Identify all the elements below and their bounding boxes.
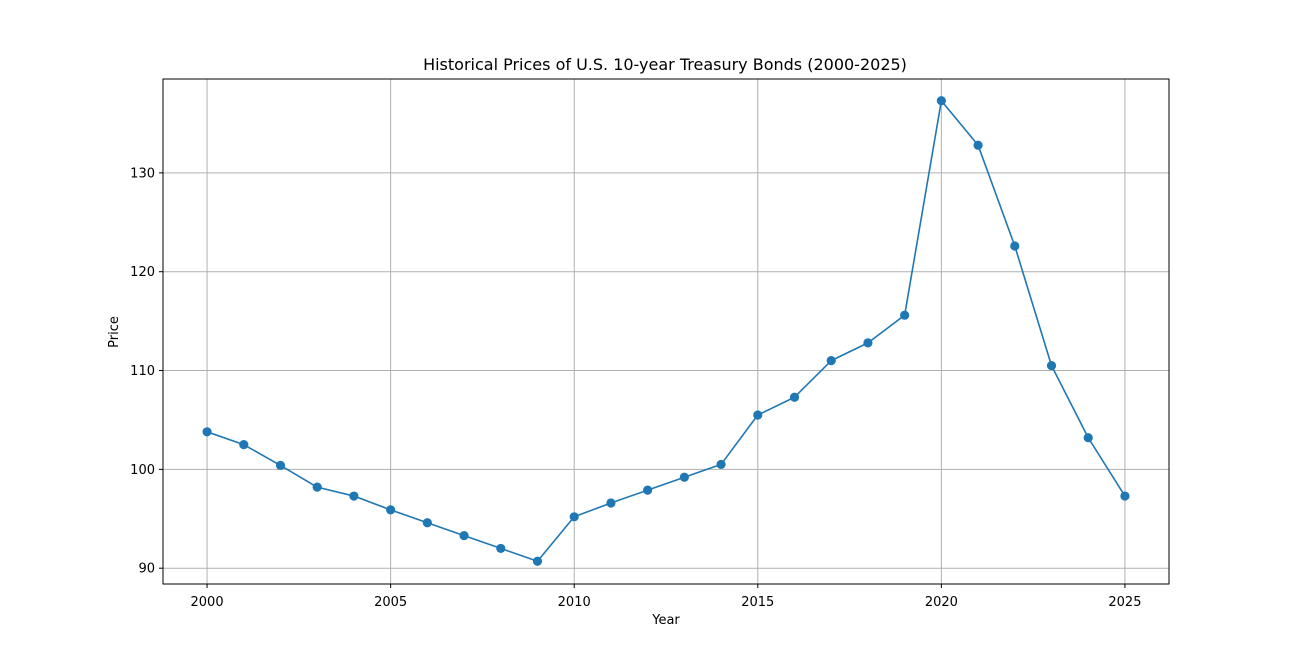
x-tick-label: 2025 bbox=[1108, 595, 1141, 610]
data-point bbox=[532, 556, 543, 566]
y-tick-label: 100 bbox=[130, 463, 155, 478]
data-point bbox=[679, 472, 689, 482]
data-point bbox=[863, 338, 873, 348]
data-point bbox=[1083, 433, 1093, 443]
chart-title: Historical Prices of U.S. 10-year Treasu… bbox=[423, 55, 907, 74]
data-point bbox=[422, 518, 432, 528]
data-point bbox=[496, 543, 506, 554]
data-point bbox=[386, 505, 396, 515]
data-point bbox=[826, 356, 836, 366]
data-point bbox=[936, 96, 946, 106]
x-tick-label: 2005 bbox=[374, 595, 407, 610]
x-tick-label: 2000 bbox=[191, 595, 224, 610]
plot-frame bbox=[162, 78, 1170, 585]
x-tick-label: 2020 bbox=[925, 595, 958, 610]
series-line-layer bbox=[206, 99, 1126, 563]
data-point bbox=[606, 498, 616, 508]
y-tick-label: 110 bbox=[130, 364, 155, 379]
data-point bbox=[1010, 241, 1020, 251]
y-tick-label: 120 bbox=[130, 265, 155, 280]
data-point bbox=[643, 485, 653, 495]
x-tick-label: 2010 bbox=[558, 595, 591, 610]
data-point bbox=[239, 440, 249, 450]
x-axis-label: Year bbox=[651, 613, 680, 628]
y-axis-label: Price bbox=[107, 316, 122, 348]
data-point bbox=[789, 392, 800, 402]
data-point bbox=[202, 427, 212, 437]
grid-lines bbox=[163, 79, 1169, 584]
y-tick-label: 130 bbox=[130, 166, 155, 181]
data-point bbox=[1046, 360, 1057, 371]
data-points bbox=[202, 96, 1130, 566]
data-point bbox=[349, 491, 359, 501]
series-line bbox=[206, 99, 1126, 563]
data-point bbox=[900, 310, 910, 320]
y-tick-label: 90 bbox=[138, 562, 155, 577]
data-point bbox=[753, 410, 763, 420]
data-point bbox=[569, 512, 579, 522]
data-point bbox=[973, 140, 983, 150]
data-point bbox=[716, 459, 726, 470]
data-point bbox=[275, 460, 286, 471]
y-axis-ticks: 90 100 110 120 130 bbox=[130, 166, 163, 577]
data-point bbox=[1120, 491, 1130, 501]
data-point bbox=[459, 530, 469, 541]
x-tick-label: 2015 bbox=[741, 595, 774, 610]
data-point bbox=[312, 482, 322, 492]
x-axis-ticks: 2000 2005 2010 2015 2020 2025 bbox=[191, 584, 1141, 610]
